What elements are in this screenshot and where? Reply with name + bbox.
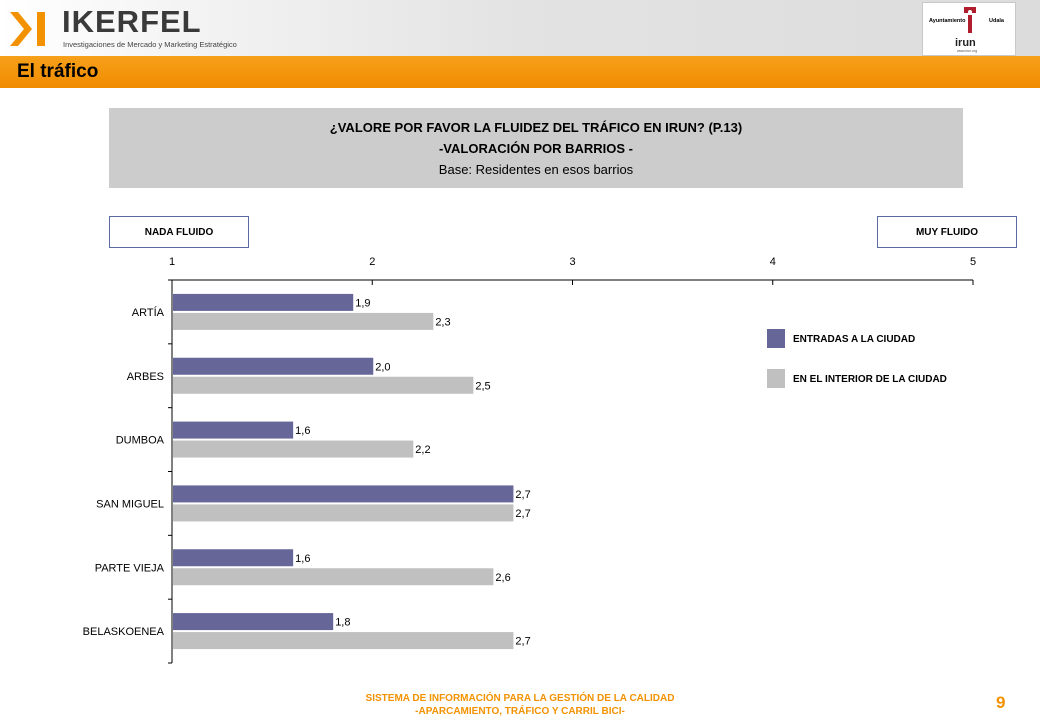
category-label: ARTÍA <box>132 306 165 319</box>
section-bar: El tráfico <box>0 56 1040 88</box>
city-logo-name: irun <box>955 37 976 49</box>
city-logo-left-text: Ayuntamiento <box>929 18 966 24</box>
bar <box>173 293 354 311</box>
data-label: 2,2 <box>415 444 430 456</box>
x-tick-label: 4 <box>770 256 776 268</box>
scale-low-label: NADA FLUIDO <box>109 216 249 248</box>
question-subtitle: -VALORACIÓN POR BARRIOS - <box>438 141 634 156</box>
data-label: 2,7 <box>515 489 530 501</box>
bar <box>173 421 294 439</box>
brand-logo-text: IKERFEL <box>62 4 202 39</box>
ikerfel-logo-icon <box>10 12 45 46</box>
data-label: 2,0 <box>375 361 390 373</box>
data-label: 2,7 <box>515 636 530 648</box>
legend-swatch <box>767 329 785 348</box>
legend-swatch <box>767 369 785 388</box>
page-number: 9 <box>996 693 1006 712</box>
footer-line-2: -APARCAMIENTO, TRÁFICO Y CARRIL BICI- <box>415 706 625 717</box>
section-title: El tráfico <box>17 61 99 82</box>
category-label: SAN MIGUEL <box>96 498 164 510</box>
scale-high-label: MUY FLUIDO <box>877 216 1017 248</box>
data-label: 2,3 <box>435 316 450 328</box>
footer-line-1: SISTEMA DE INFORMACIÓN PARA LA GESTIÓN D… <box>365 693 675 704</box>
bar <box>173 504 514 522</box>
bar <box>173 376 474 394</box>
data-label: 1,6 <box>295 425 310 437</box>
bar <box>173 357 374 375</box>
x-tick-label: 3 <box>569 256 575 268</box>
legend-label: EN EL INTERIOR DE LA CIUDAD <box>793 374 947 385</box>
question-box: ¿VALORE POR FAVOR LA FLUIDEZ DEL TRÁFICO… <box>109 108 963 188</box>
bar <box>173 632 514 650</box>
question-base: Base: Residentes en esos barrios <box>438 162 634 177</box>
data-label: 2,5 <box>475 380 490 392</box>
bar <box>173 440 414 458</box>
bar <box>173 613 334 631</box>
bar <box>173 549 294 567</box>
city-logo-url: www.irun.org <box>957 49 978 53</box>
question-title: ¿VALORE POR FAVOR LA FLUIDEZ DEL TRÁFICO… <box>329 120 743 135</box>
data-label: 2,6 <box>495 572 510 584</box>
category-label: DUMBOA <box>116 435 165 447</box>
category-label: PARTE VIEJA <box>95 562 165 574</box>
bar <box>173 312 434 330</box>
brand-subtitle: Investigaciones de Mercado y Marketing E… <box>63 40 237 49</box>
data-label: 1,9 <box>355 297 370 309</box>
city-logo: Ayuntamiento Udala irun www.irun.org <box>922 2 1016 56</box>
bar <box>173 485 514 503</box>
x-tick-label: 2 <box>369 256 375 268</box>
data-label: 1,6 <box>295 553 310 565</box>
x-tick-label: 5 <box>970 256 976 268</box>
city-logo-right-text: Udala <box>989 18 1004 24</box>
crest-icon <box>964 7 976 33</box>
x-tick-label: 1 <box>169 256 175 268</box>
category-label: BELASKOENEA <box>83 626 165 638</box>
category-label: ARBES <box>127 371 164 383</box>
data-label: 1,8 <box>335 617 350 629</box>
legend-label: ENTRADAS A LA CIUDAD <box>793 334 915 345</box>
data-label: 2,7 <box>515 508 530 520</box>
bar <box>173 568 494 586</box>
header-band: IKERFEL Investigaciones de Mercado y Mar… <box>0 0 1040 56</box>
